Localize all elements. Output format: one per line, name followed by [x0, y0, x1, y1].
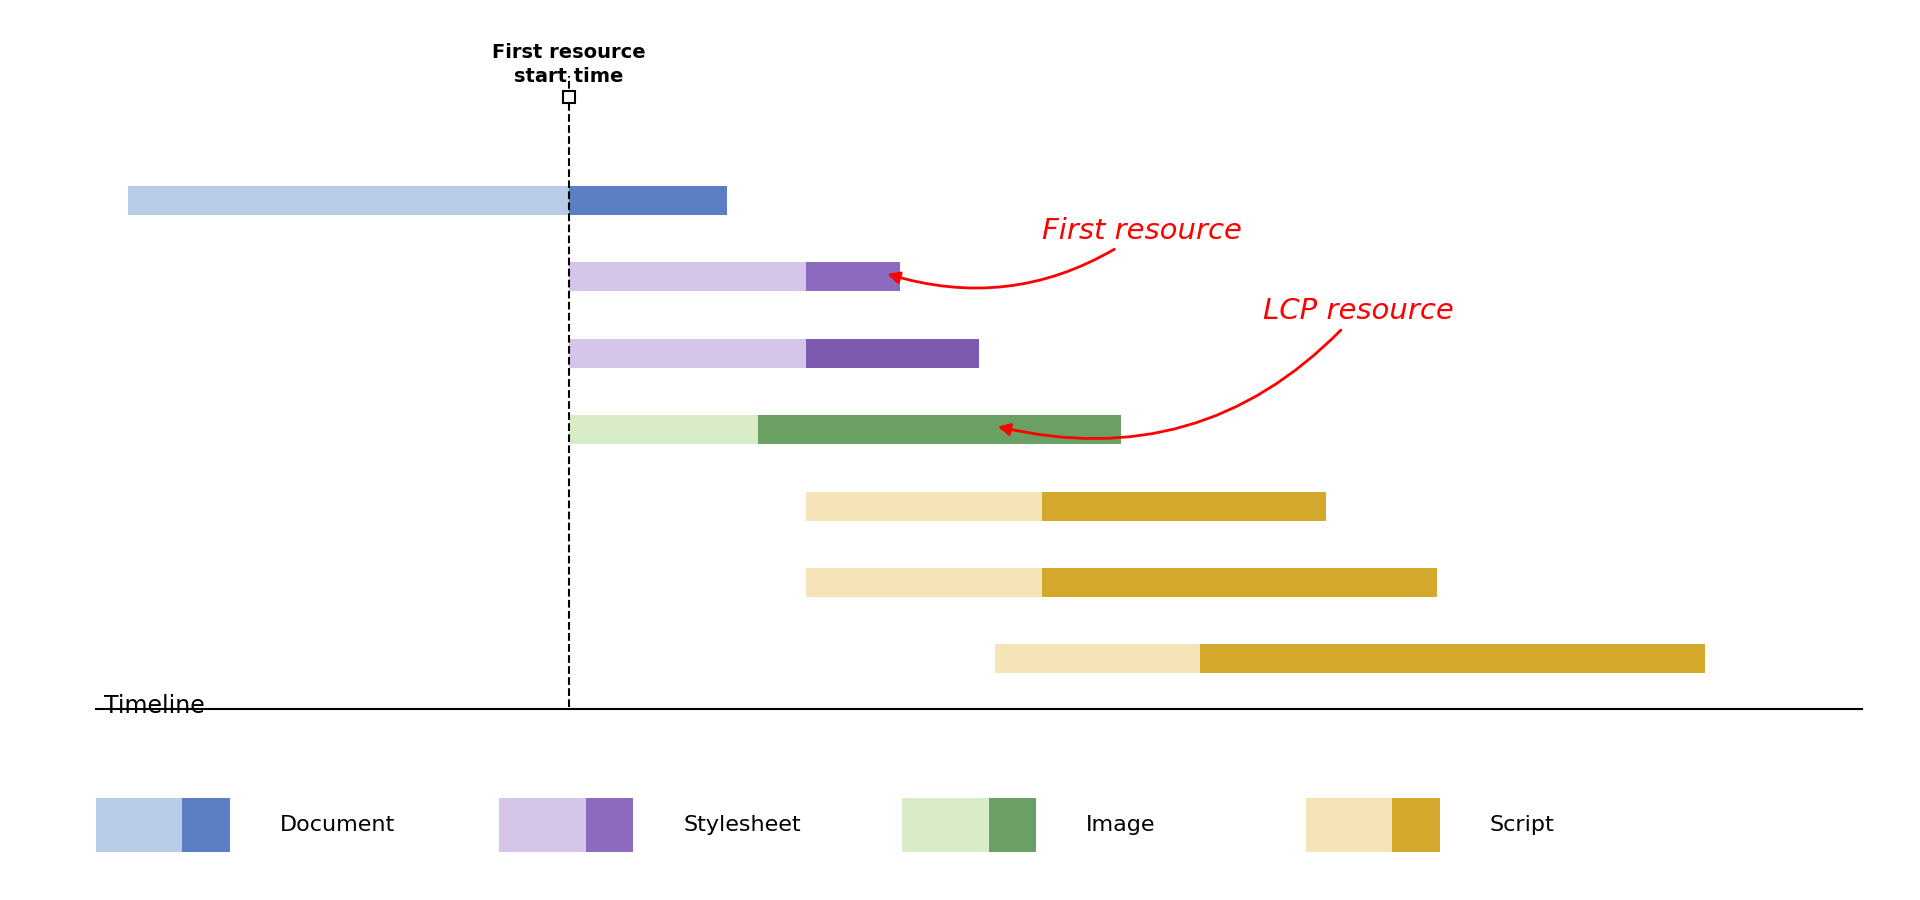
Bar — [568, 263, 806, 292]
Bar — [127, 186, 568, 215]
Text: First resource: First resource — [891, 217, 1242, 288]
Bar — [499, 797, 586, 852]
Bar — [989, 797, 1037, 852]
Bar — [586, 797, 634, 852]
Text: LCP resource: LCP resource — [1000, 297, 1453, 438]
Bar — [1306, 797, 1392, 852]
Text: Stylesheet: Stylesheet — [684, 815, 801, 835]
Bar — [806, 263, 900, 292]
Bar — [1043, 568, 1436, 597]
Bar — [806, 491, 1043, 520]
Bar — [995, 644, 1200, 673]
Text: Document: Document — [280, 815, 396, 835]
Bar — [1392, 797, 1440, 852]
Bar — [806, 338, 979, 368]
Bar — [568, 415, 758, 445]
Text: Image: Image — [1087, 815, 1156, 835]
Text: Script: Script — [1490, 815, 1553, 835]
Bar — [758, 415, 1121, 445]
Bar — [1200, 644, 1705, 673]
Text: Timeline: Timeline — [104, 695, 205, 718]
Text: First resource
start time: First resource start time — [492, 43, 645, 86]
Bar — [182, 797, 230, 852]
Bar — [568, 338, 806, 368]
Bar — [96, 797, 182, 852]
Bar — [1043, 491, 1327, 520]
Bar — [902, 797, 989, 852]
Bar — [568, 186, 728, 215]
Bar — [806, 568, 1043, 597]
